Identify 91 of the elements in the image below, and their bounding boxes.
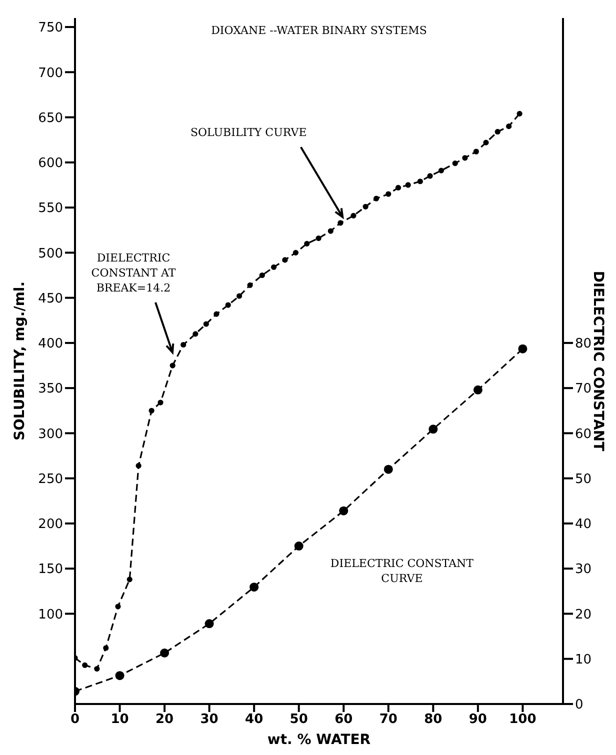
- point: [294, 542, 304, 551]
- y2-tick-label: 20: [575, 607, 592, 622]
- point: [292, 250, 299, 256]
- point: [428, 424, 438, 434]
- point: [204, 619, 214, 628]
- y2-tick-label: 80: [575, 336, 592, 352]
- point: [417, 178, 423, 184]
- y2-tick-label: 10: [575, 652, 592, 668]
- point: [483, 140, 489, 146]
- point: [192, 331, 198, 337]
- point: [270, 264, 277, 270]
- y-tick-label: 750: [38, 20, 63, 36]
- y2-tick-label: 50: [575, 472, 592, 487]
- point: [350, 212, 356, 218]
- point: [386, 191, 392, 197]
- point: [438, 168, 444, 174]
- y2-tick-label: 60: [575, 426, 592, 442]
- y-tick-label: 250: [38, 472, 63, 487]
- annotation: DIELECTRIC CONSTANT CURVE: [330, 556, 474, 585]
- y-tick-label: 500: [38, 246, 63, 262]
- y2-tick-label: 30: [575, 562, 592, 578]
- x-tick-label: 50: [290, 712, 308, 728]
- x-axis-title: wt. % WATER: [267, 732, 371, 748]
- point: [473, 148, 479, 154]
- point: [236, 293, 242, 299]
- y-tick-label: 350: [38, 382, 63, 397]
- point: [506, 124, 512, 130]
- y-tick-label: 700: [38, 66, 63, 81]
- y2-tick-label: 70: [575, 382, 592, 397]
- y2-tick-label: 40: [575, 517, 592, 532]
- point: [158, 400, 164, 406]
- x-tick-label: 90: [468, 712, 487, 728]
- y-tick-label: 650: [38, 110, 63, 126]
- point: [339, 506, 348, 516]
- x-tick-label: 10: [110, 712, 129, 728]
- y-tick-label: 400: [38, 336, 63, 352]
- point: [126, 576, 132, 582]
- point: [170, 362, 176, 368]
- point: [473, 385, 482, 394]
- point: [115, 671, 124, 680]
- point: [115, 604, 121, 610]
- point: [282, 257, 288, 263]
- point: [247, 282, 253, 288]
- x-tick-label: 20: [155, 712, 174, 728]
- x-tick-label: 40: [245, 712, 264, 728]
- x-tick-label: 70: [379, 712, 398, 728]
- point: [94, 666, 100, 672]
- annotation: DIELECTRIC CONSTANT AT BREAK=14.2: [91, 251, 176, 294]
- point: [395, 184, 402, 190]
- y-tick-label: 300: [38, 426, 63, 442]
- y-axis-title: SOLUBILITY, mg./ml.: [12, 281, 28, 441]
- text: DIOXANE --WATER BINARY SYSTEMS: [211, 24, 427, 37]
- point: [103, 645, 109, 651]
- point: [225, 302, 231, 308]
- point: [214, 311, 220, 317]
- point: [82, 662, 88, 668]
- point: [304, 240, 310, 246]
- point: [494, 128, 500, 135]
- y-tick-label: 100: [38, 607, 63, 622]
- y-tick-label: 450: [38, 291, 63, 306]
- point: [203, 321, 209, 327]
- point: [180, 342, 186, 348]
- x-tick-label: 100: [509, 712, 536, 728]
- point: [516, 110, 522, 116]
- point: [259, 272, 265, 278]
- point: [136, 462, 142, 469]
- point: [362, 204, 368, 210]
- x-tick-label: 60: [334, 712, 353, 728]
- point: [384, 464, 393, 474]
- point: [405, 182, 411, 188]
- y-tick-label: 600: [38, 156, 63, 172]
- point: [160, 648, 170, 658]
- y2-tick-label: 0: [575, 698, 584, 713]
- y-tick-label: 150: [38, 562, 63, 578]
- y-tick-label: 200: [38, 517, 63, 532]
- point: [427, 173, 433, 179]
- point: [148, 408, 154, 414]
- annotation: SOLUBILITY CURVE: [190, 126, 307, 140]
- x-tick-label: 30: [200, 712, 218, 728]
- point: [452, 160, 458, 166]
- point: [328, 228, 334, 234]
- x-tick-label: 0: [70, 712, 80, 728]
- y-tick-label: 550: [38, 201, 63, 216]
- point: [250, 582, 259, 592]
- y2-axis-title: DIELECTRIC CONSTANT: [590, 270, 606, 452]
- x-tick-label: 80: [424, 712, 442, 728]
- point: [518, 344, 528, 354]
- point: [316, 235, 322, 242]
- point: [462, 155, 468, 161]
- point: [338, 220, 344, 226]
- point: [374, 196, 380, 202]
